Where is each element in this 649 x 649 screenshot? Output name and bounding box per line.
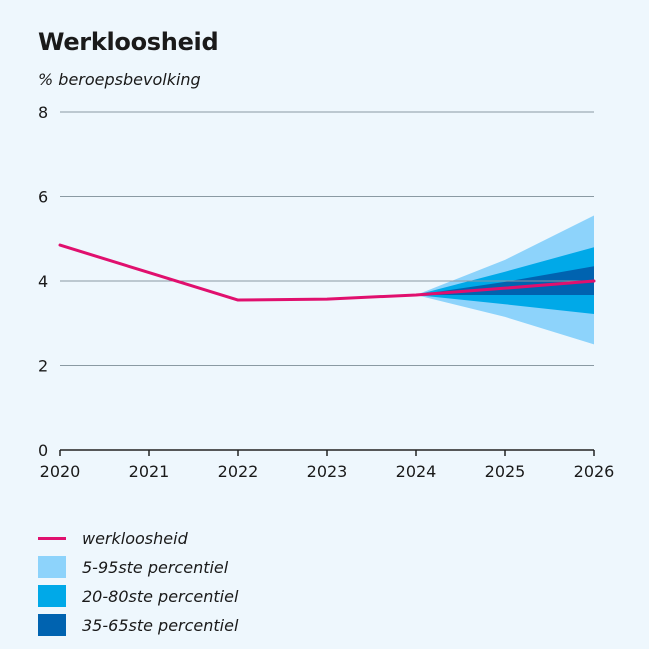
legend: werkloosheid 5-95ste percentiel 20-80ste…	[38, 525, 238, 641]
x-tick-labels: 2020 2021 2022 2023 2024 2025 2026	[40, 462, 615, 481]
x-tick-label: 2025	[485, 462, 526, 481]
legend-swatch-35-65	[38, 614, 66, 636]
series-line-werkloosheid	[58, 243, 596, 302]
legend-item-5-95: 5-95ste percentiel	[38, 554, 238, 580]
legend-item-20-80: 20-80ste percentiel	[38, 583, 238, 609]
y-tick-labels: 0 2 4 6 8	[38, 103, 48, 460]
y-tick-label: 2	[38, 357, 48, 376]
y-tick-label: 4	[38, 272, 48, 291]
x-tick-label: 2022	[218, 462, 259, 481]
y-tick-label: 0	[38, 441, 48, 460]
y-tick-label: 8	[38, 103, 48, 122]
x-tick-label: 2020	[40, 462, 81, 481]
x-tick-label: 2024	[396, 462, 437, 481]
x-tick-label: 2026	[574, 462, 615, 481]
y-tick-label: 6	[38, 188, 48, 207]
legend-swatch-5-95	[38, 556, 66, 578]
percentile-bands	[416, 215, 594, 345]
x-tick-label: 2021	[129, 462, 170, 481]
legend-item-35-65: 35-65ste percentiel	[38, 612, 238, 638]
x-tick-label: 2023	[307, 462, 348, 481]
legend-label: 5-95ste percentiel	[82, 557, 229, 577]
legend-swatch-line	[38, 536, 66, 540]
band-35-65	[416, 266, 594, 295]
legend-swatch-20-80	[38, 585, 66, 607]
legend-item-werkloosheid: werkloosheid	[38, 525, 238, 551]
gridlines	[60, 111, 594, 366]
legend-label: 35-65ste percentiel	[82, 615, 239, 635]
chart-subtitle: % beroepsbevolking	[38, 70, 201, 89]
x-axis	[59, 449, 595, 456]
chart-title: Werkloosheid	[38, 28, 219, 56]
legend-label: werkloosheid	[82, 528, 188, 548]
series-lines	[58, 243, 596, 302]
legend-label: 20-80ste percentiel	[82, 586, 239, 606]
